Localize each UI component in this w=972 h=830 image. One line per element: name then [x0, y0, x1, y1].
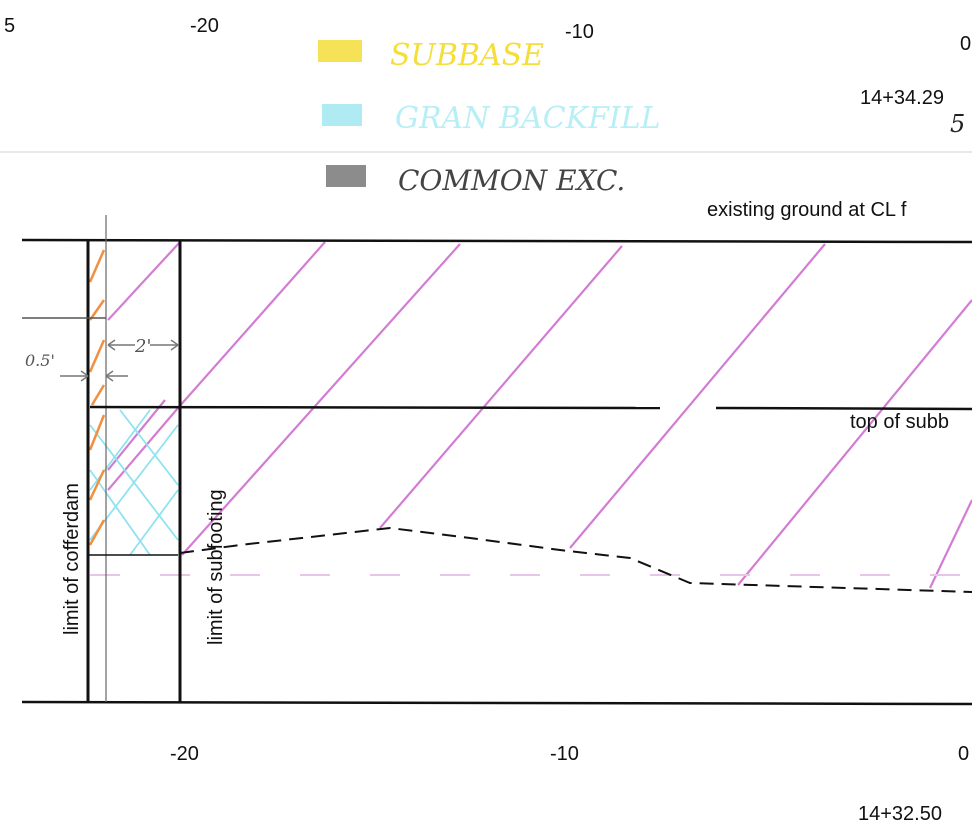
dim-half-ft-arrowhead — [80, 375, 89, 382]
excavation-hatching — [107, 241, 972, 589]
legend-item-subbase: SUBBASE — [318, 38, 544, 73]
dim-2ft-label: 2' — [134, 336, 151, 357]
hatch-line — [107, 241, 181, 321]
dim-half-ft-label: 0.5' — [25, 351, 55, 370]
hatch-line — [181, 243, 461, 556]
station-label-bottom: 14+32.50 — [858, 803, 942, 825]
station-label-top: 14+34.29 — [860, 87, 944, 109]
legend-label-common-exc: COMMON EXC. — [398, 164, 625, 197]
dim-2ft-arrowhead — [107, 339, 116, 346]
bottom-axis-label-zero: 0 — [958, 743, 969, 765]
limit-of-cofferdam-label: limit of cofferdam — [61, 483, 83, 635]
legend-label-gran-backfill: GRAN BACKFILL — [395, 101, 661, 136]
dim-half-ft-arrowhead — [105, 375, 114, 382]
hatch-line — [107, 407, 179, 491]
gran-backfill-swatch — [322, 104, 362, 126]
top-axis-label-zero: 0 — [960, 33, 971, 55]
existing-ground-label: existing ground at CL f — [707, 199, 907, 221]
top-axis-edge-label: 5 — [4, 15, 15, 37]
bottom-axis-label-minus10: -10 — [550, 743, 579, 765]
common-exc-swatch — [326, 165, 366, 187]
hatch-line — [737, 299, 972, 586]
dim-half-ft-arrowhead — [80, 370, 89, 377]
legend-item-gran-backfill: GRAN BACKFILL — [322, 101, 661, 136]
orange-line — [90, 384, 106, 406]
subbase-swatch — [318, 40, 362, 62]
dim-half-ft-arrowhead — [105, 370, 114, 377]
gran-backfill-hatch — [89, 409, 179, 556]
subbase-hatch — [88, 249, 106, 546]
bottom-axis-label-minus20: -20 — [170, 743, 199, 765]
orange-line — [88, 469, 106, 501]
existing-ground-line — [21, 238, 972, 244]
limit-of-subfooting-label: limit of subfooting — [205, 489, 227, 645]
orange-line — [88, 249, 106, 283]
top-of-subbase-label: top of subb — [850, 411, 949, 433]
cyan-line — [119, 409, 179, 486]
cyan-line — [129, 489, 179, 556]
hatch-line — [379, 245, 623, 529]
bottom-line — [21, 700, 972, 706]
dashed-bottom-profile — [179, 526, 972, 593]
station-label-top-sub: 5 — [950, 110, 965, 138]
dim-2ft-arrowhead — [107, 344, 116, 351]
legend-item-common-exc: COMMON EXC. — [326, 164, 625, 197]
dimension-arrows — [60, 339, 179, 382]
legend-label-subbase: SUBBASE — [390, 38, 544, 73]
legend: SUBBASE GRAN BACKFILL COMMON EXC. — [318, 38, 661, 197]
dim-2ft-arrowhead — [170, 339, 179, 346]
hatch-line — [177, 241, 326, 409]
dim-2ft-arrowhead — [170, 344, 179, 351]
orange-line — [88, 414, 106, 451]
top-of-subbase-line-right — [715, 406, 972, 411]
hatch-line — [569, 243, 826, 549]
top-of-subbase-line-left — [89, 405, 661, 410]
hatch-line — [929, 499, 972, 589]
orange-line — [88, 519, 106, 546]
orange-line — [88, 299, 106, 321]
top-axis-label-minus20: -20 — [190, 15, 219, 37]
orange-line — [88, 339, 106, 373]
section-frame — [21, 215, 972, 706]
top-axis-label-minus10: -10 — [565, 21, 594, 43]
hatch-line — [107, 399, 166, 471]
